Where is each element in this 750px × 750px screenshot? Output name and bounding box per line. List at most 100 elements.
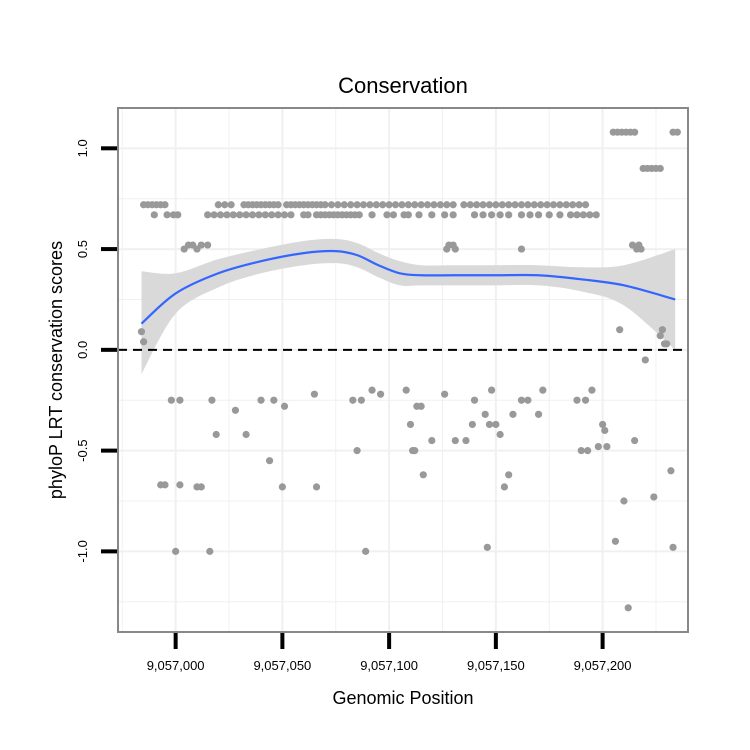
data-point — [451, 436, 459, 445]
data-point — [483, 543, 491, 551]
data-point — [197, 483, 205, 491]
data-point — [517, 211, 526, 219]
y-tick-label: 0.5 — [75, 240, 90, 258]
data-point — [287, 211, 295, 219]
data-point — [417, 201, 425, 209]
data-point — [280, 211, 289, 219]
data-point — [368, 211, 376, 219]
data-point — [197, 241, 205, 249]
x-tick-label: 9,057,000 — [147, 658, 205, 673]
data-point — [641, 356, 649, 364]
data-point — [353, 447, 361, 455]
x-tick-label: 9,057,100 — [360, 658, 418, 673]
data-point — [140, 338, 148, 346]
smooth-line-layer — [140, 249, 676, 325]
data-point — [385, 201, 393, 209]
chart-title: Conservation — [338, 73, 468, 98]
data-point — [556, 201, 564, 209]
data-point — [355, 211, 363, 219]
data-point — [242, 211, 250, 219]
data-point — [174, 211, 182, 219]
data-point — [479, 201, 487, 209]
data-point — [278, 483, 286, 491]
data-point — [498, 201, 506, 209]
data-point — [534, 211, 543, 219]
data-point — [436, 201, 444, 209]
data-point — [229, 211, 237, 219]
data-point — [631, 128, 639, 136]
data-point — [389, 211, 397, 219]
data-point — [470, 211, 479, 219]
data-point — [496, 211, 504, 219]
y-tick-label: 0.0 — [75, 341, 90, 359]
data-point — [656, 332, 664, 340]
data-point — [163, 211, 171, 219]
data-point — [509, 410, 517, 418]
data-point — [428, 436, 436, 445]
data-point — [423, 201, 432, 209]
data-point — [462, 436, 470, 445]
data-point — [274, 201, 282, 209]
data-point — [376, 390, 385, 398]
data-point — [411, 447, 419, 455]
data-point — [150, 211, 158, 219]
data-point — [428, 211, 436, 219]
data-point — [310, 390, 319, 398]
data-point — [577, 447, 585, 455]
data-point — [470, 396, 479, 404]
data-point — [419, 471, 427, 479]
data-point — [366, 201, 374, 209]
data-point — [441, 211, 449, 219]
data-point — [594, 442, 602, 451]
data-point — [304, 211, 312, 219]
data-point — [496, 430, 504, 439]
data-point — [650, 493, 658, 501]
data-point — [391, 201, 400, 209]
data-point — [402, 386, 410, 394]
data-point — [581, 201, 590, 209]
data-point — [573, 396, 581, 404]
data-point — [624, 604, 632, 612]
data-point — [214, 201, 222, 209]
x-tick-label: 9,057,050 — [253, 658, 311, 673]
data-point — [221, 201, 229, 209]
data-point — [505, 201, 513, 209]
data-point — [212, 430, 220, 439]
data-point — [372, 201, 380, 209]
data-point — [492, 201, 500, 209]
data-point — [460, 201, 468, 209]
scatter-points — [137, 128, 681, 612]
x-tick-label: 9,057,150 — [467, 658, 525, 673]
data-point — [406, 420, 415, 429]
data-point — [603, 442, 611, 451]
data-point — [601, 426, 609, 435]
data-point — [656, 164, 664, 173]
data-point — [569, 201, 577, 209]
x-tick-label: 9,057,200 — [574, 658, 632, 673]
data-point — [161, 201, 169, 209]
data-point — [575, 201, 583, 209]
data-point — [620, 497, 628, 505]
panel-border — [117, 107, 689, 633]
data-point — [505, 471, 513, 479]
data-point — [359, 201, 368, 209]
data-point — [543, 201, 551, 209]
data-point — [562, 201, 570, 209]
data-point — [172, 547, 180, 555]
y-axis-ticks: -1.0 -0.5 0.0 0.5 1.0 — [75, 139, 117, 563]
data-point — [398, 201, 406, 209]
data-point — [280, 402, 289, 410]
data-point — [549, 201, 558, 209]
data-point — [479, 211, 487, 219]
data-point — [223, 211, 231, 219]
x-axis-title: Genomic Position — [332, 688, 473, 708]
data-point — [473, 201, 481, 209]
data-point — [404, 201, 412, 209]
data-point — [599, 420, 607, 429]
data-point — [511, 201, 519, 209]
data-point — [451, 245, 459, 253]
data-point — [581, 396, 590, 404]
y-tick-label: 1.0 — [75, 139, 90, 157]
data-point — [210, 211, 218, 219]
data-point — [312, 483, 321, 491]
